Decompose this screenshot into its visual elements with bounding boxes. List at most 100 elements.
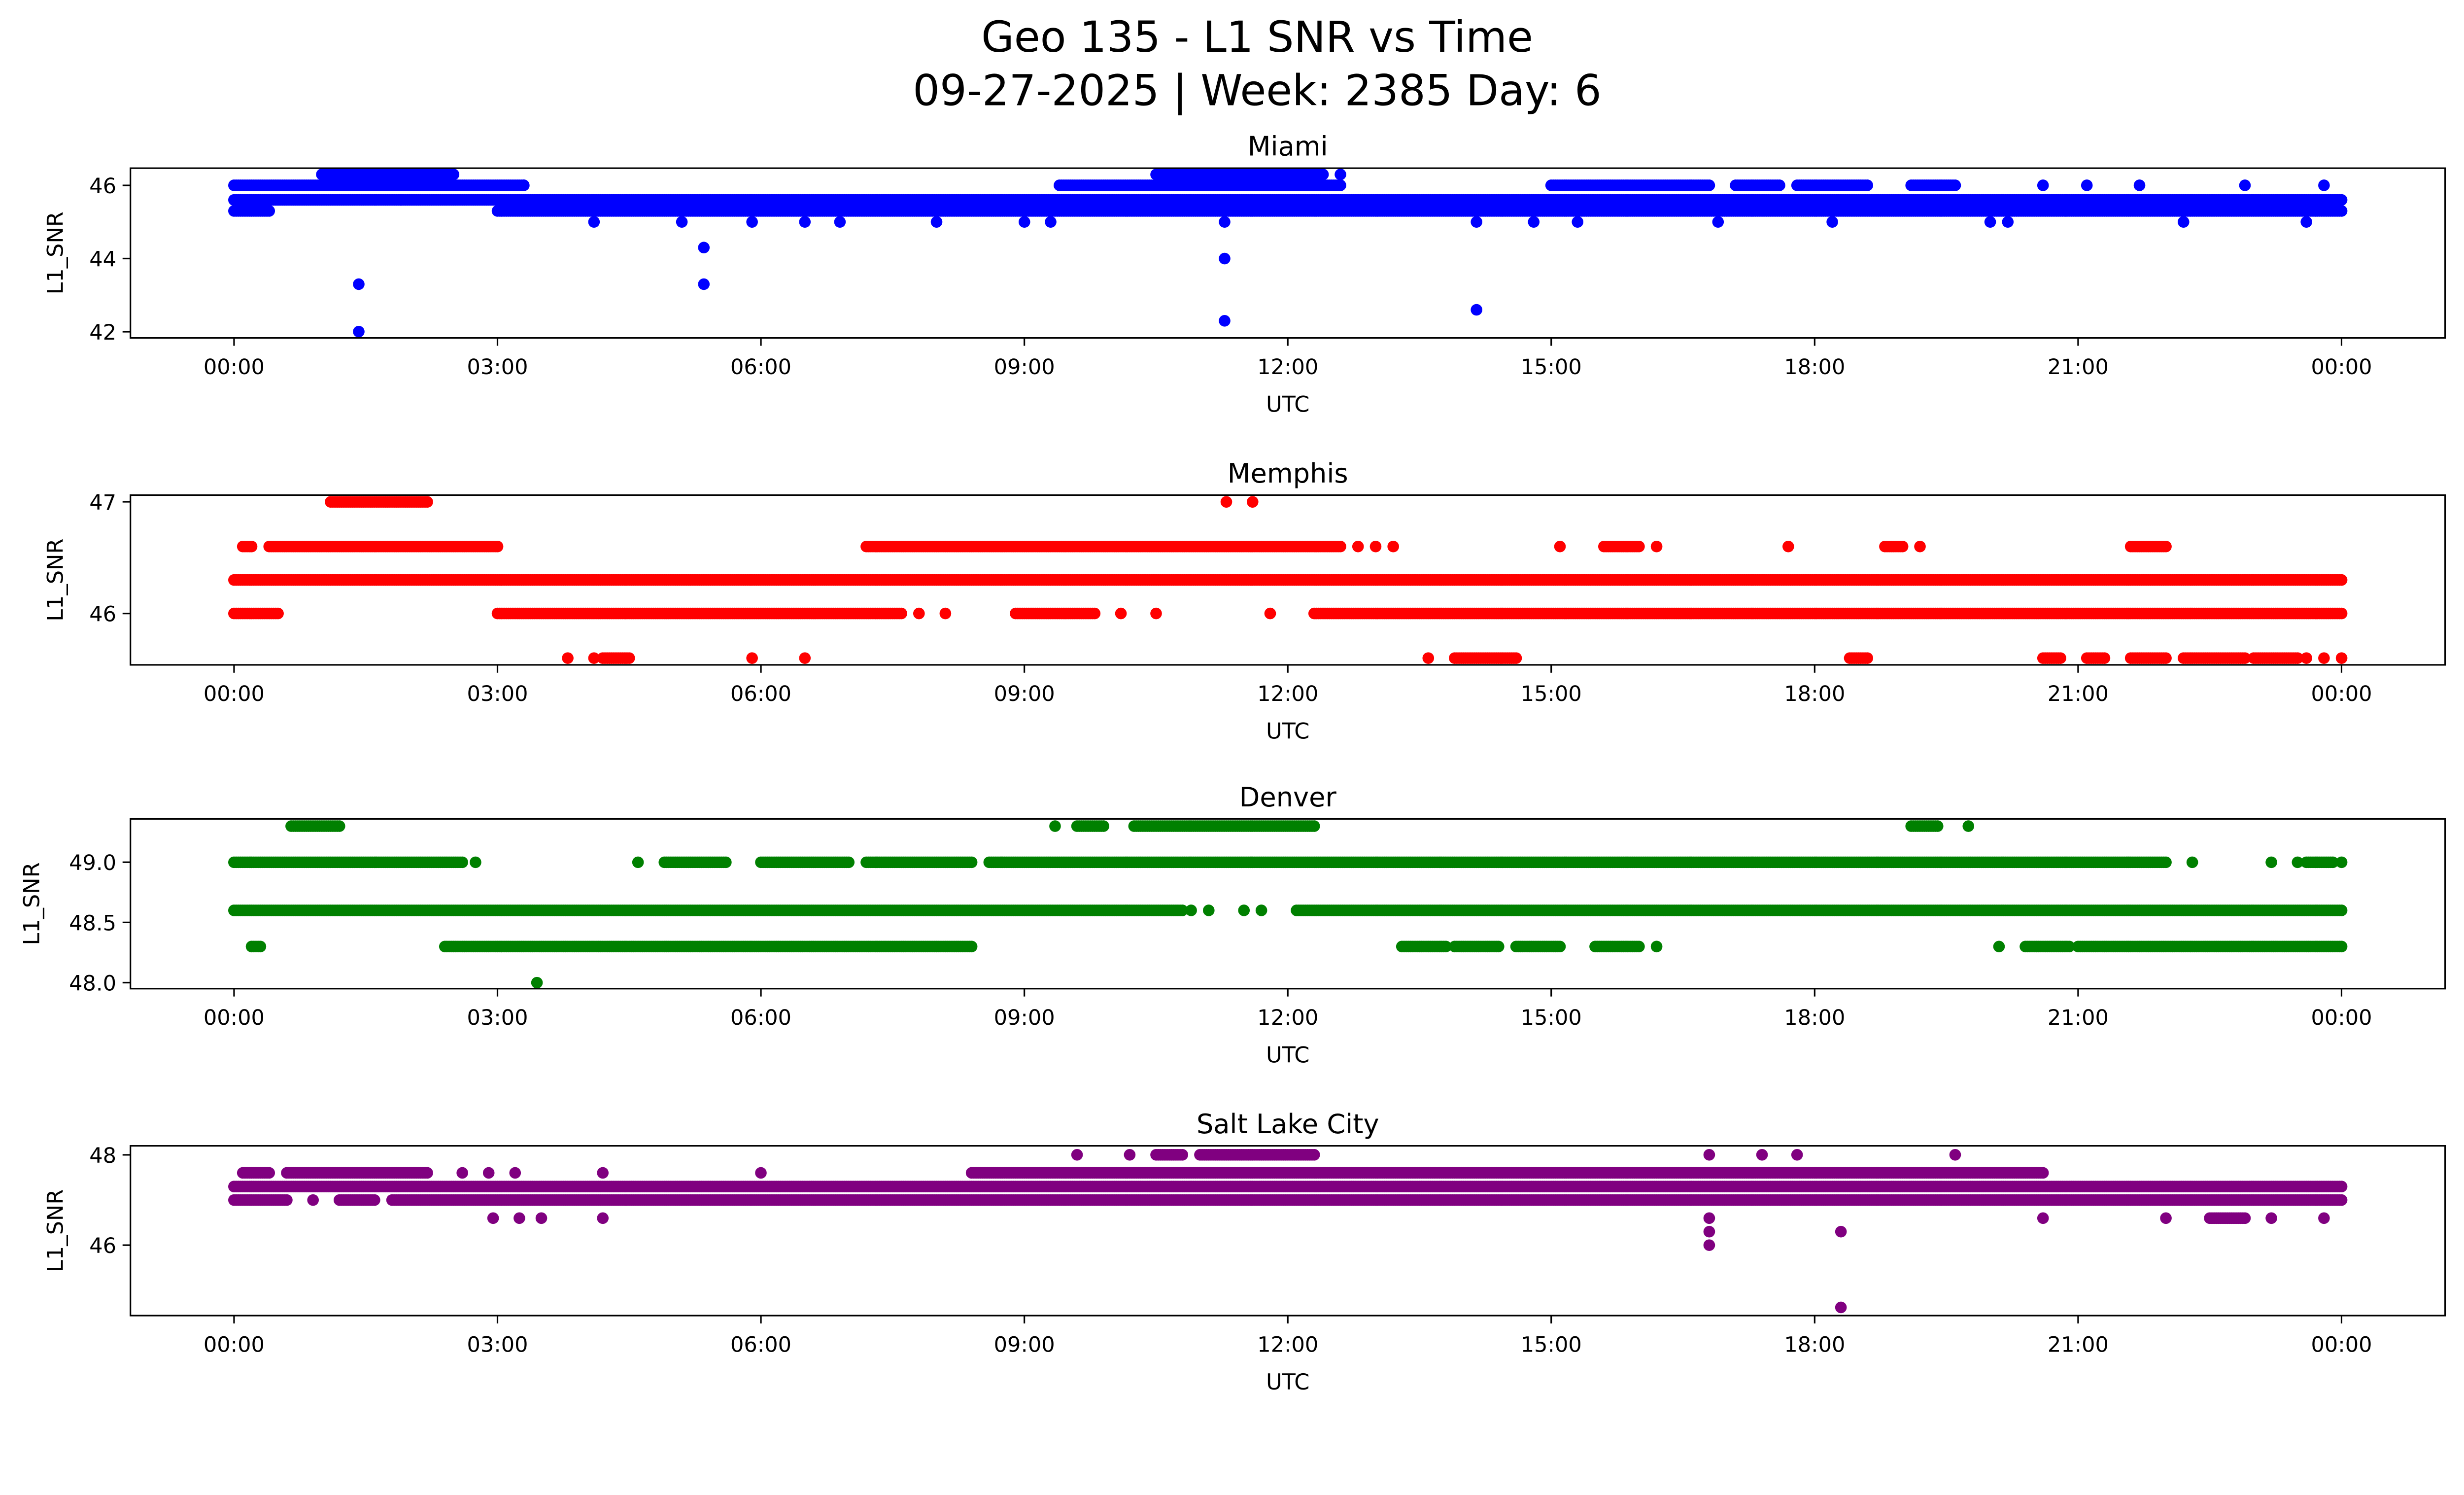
data-point [1317,169,1329,180]
data-point [395,194,407,206]
data-point [1703,179,1715,191]
data-point [1896,540,1909,553]
data-point [2318,652,2330,664]
data-point [2160,652,2172,664]
data-point [421,496,433,508]
data-points [228,496,2348,664]
data-point [491,540,504,553]
data-point [1984,216,1996,228]
x-tick-label: 03:00 [467,355,528,380]
subplot-title: Miami [1248,131,1328,162]
data-point [2318,179,2330,191]
data-point [447,169,460,180]
data-point [2335,194,2348,206]
x-tick-label: 09:00 [994,355,1055,380]
data-point [1471,304,1482,316]
data-point [2037,179,2049,191]
data-point [2335,652,2348,664]
data-point [1018,216,1030,228]
y-tick-label: 47 [89,490,116,515]
data-point [2335,205,2348,217]
data-points [228,820,2348,989]
data-points [228,169,2348,338]
data-point [746,216,758,228]
data-point [2160,540,2172,553]
data-point [1219,315,1231,327]
data-point [518,179,530,191]
data-point [895,607,907,620]
data-point [588,652,600,664]
subplot-title: Memphis [1228,458,1348,489]
data-point [353,326,365,338]
x-axis-label: UTC [1266,719,1309,744]
data-point [1264,607,1276,620]
data-point [2300,652,2312,664]
data-point [1572,216,1584,228]
data-point [1387,540,1399,553]
x-tick-label: 12:00 [1257,682,1318,706]
data-point [272,607,284,620]
data-point [588,216,600,228]
y-tick-label: 46 [89,602,116,627]
y-tick-label: 46 [89,174,116,199]
data-point [623,652,635,664]
data-point [1528,216,1540,228]
data-point [2081,179,2093,191]
data-point [698,278,710,290]
data-point [930,216,943,228]
x-tick-label: 15:00 [1521,682,1582,706]
data-point [2300,216,2312,228]
data-point [1554,540,1566,553]
x-tick-label: 06:00 [730,682,791,706]
data-point [1369,540,1382,553]
data-point [353,278,365,290]
data-point [1150,607,1162,620]
x-tick-label: 18:00 [1784,682,1845,706]
data-point [799,216,811,228]
data-point [1861,652,1874,664]
data-point [1045,216,1057,228]
x-axis-label: UTC [1266,391,1309,417]
data-point [1335,169,1346,180]
data-point [746,652,758,664]
x-tick-label: 15:00 [1521,355,1582,380]
data-point [2335,574,2348,586]
x-tick-label: 18:00 [1784,355,1845,380]
data-point [1712,216,1724,228]
data-point [1774,179,1785,191]
data-point [1097,820,1109,832]
data-point [1949,179,1961,191]
data-point [1115,607,1127,620]
figure: Geo 135 - L1 SNR vs Time 09-27-2025 | We… [19,13,2446,1395]
data-point [2292,652,2304,664]
data-point [1782,540,1794,553]
data-point [333,820,345,832]
data-point [1335,179,1346,191]
data-point [913,607,925,620]
data-point [1219,252,1231,265]
figure-title-line1: Geo 135 - L1 SNR vs Time [981,13,1533,62]
data-point [1352,540,1364,553]
subplots: Miami 00:00 03:00 06:00 09:00 12:00 15:00 18:00… [19,131,2446,1395]
data-point [799,652,811,664]
data-point [939,607,952,620]
data-point [1510,652,1522,664]
data-point [720,856,732,869]
data-point [2098,652,2111,664]
data-point [456,856,468,869]
figure-title-line2: 09-27-2025 | Week: 2385 Day: 6 [913,67,1601,116]
x-tick-label: 00:00 [204,355,265,380]
x-tick-label: 00:00 [2311,682,2372,706]
data-point [1471,216,1482,228]
data-point [2002,216,2014,228]
data-point [1246,496,1259,508]
data-point [698,242,710,254]
x-tick-label: 09:00 [994,682,1055,706]
y-tick-label: 42 [89,320,116,345]
y-axis-label: L1_SNR [43,211,68,294]
data-point [1335,540,1346,553]
x-tick-label: 21:00 [2048,355,2109,380]
